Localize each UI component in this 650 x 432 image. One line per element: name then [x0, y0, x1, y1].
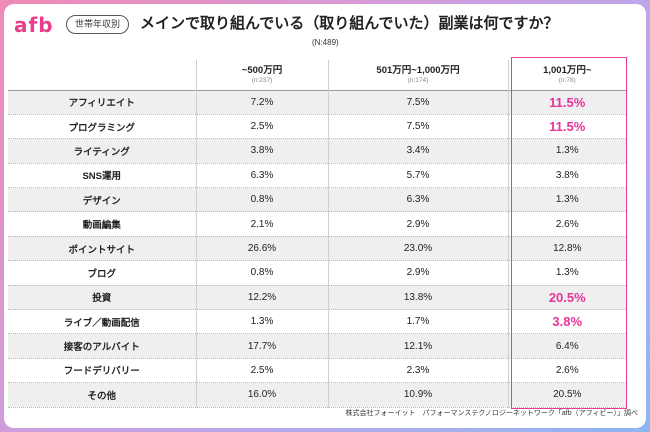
table-row: フードデリバリー 2.5% 2.3% 2.6% — [8, 358, 626, 383]
value-cell: 6.3% — [195, 163, 328, 188]
table-row: 投資 12.2% 13.8% 20.5% — [8, 285, 626, 310]
value-cell: 3.8% — [195, 138, 328, 164]
value-cell: 23.0% — [327, 236, 508, 261]
value-cell: 7.5% — [327, 114, 508, 139]
data-table: ~500万円 (n:237) 501万円~1,000万円 (n:174) 1,0… — [8, 60, 626, 408]
value-cell: 3.8% — [507, 309, 626, 334]
table-row: ライブ／動画配信 1.3% 1.7% 3.8% — [8, 309, 626, 334]
value-cell: 2.5% — [195, 114, 328, 139]
value-cell: 26.6% — [195, 236, 328, 261]
table-row: ポイントサイト 26.6% 23.0% 12.8% — [8, 236, 626, 261]
value-cell: 1.3% — [195, 309, 328, 334]
value-cell: 2.6% — [507, 358, 626, 383]
table-row: その他 16.0% 10.9% 20.5% — [8, 382, 626, 408]
table-row: ライティング 3.8% 3.4% 1.3% — [8, 138, 626, 164]
column-n: (n:78) — [558, 76, 576, 84]
header-row: ~500万円 (n:237) 501万円~1,000万円 (n:174) 1,0… — [8, 60, 626, 90]
value-cell: 1.7% — [327, 309, 508, 334]
source-note: 株式会社フォーイット パフォーマンステクノロジーネットワーク「afb（アフィビー… — [345, 410, 638, 417]
value-cell: 0.8% — [195, 260, 328, 286]
value-cell: 2.6% — [507, 211, 626, 237]
value-cell: 7.5% — [327, 90, 508, 115]
row-label: アフィリエイト — [8, 90, 196, 115]
row-label: デザイン — [8, 187, 196, 212]
value-cell: 20.5% — [507, 382, 626, 408]
value-cell: 12.2% — [195, 285, 328, 310]
table-row: SNS運用 6.3% 5.7% 3.8% — [8, 163, 626, 188]
row-label: ブログ — [87, 268, 116, 280]
value-cell: 5.7% — [327, 163, 508, 188]
row-label: その他 — [8, 382, 196, 408]
row-label: SNS運用 — [82, 171, 122, 183]
value-cell: 1.3% — [507, 138, 626, 164]
value-cell: 12.1% — [327, 333, 508, 359]
value-cell: 17.7% — [195, 333, 328, 359]
column-header: 1,001万円~ (n:78) — [507, 60, 626, 90]
chart-title: メインで取り組んでいる（取り組んでいた）副業は何ですか？ — [140, 15, 559, 32]
header-blank — [8, 60, 196, 90]
column-label: ~500万円 — [241, 64, 283, 76]
table-row: プログラミング 2.5% 7.5% 11.5% — [8, 114, 626, 139]
value-cell: 3.8% — [507, 163, 626, 188]
column-n: (n:237) — [251, 76, 273, 84]
table-row: デザイン 0.8% 6.3% 1.3% — [8, 187, 626, 212]
column-label: 1,001万円~ — [543, 64, 592, 76]
row-label: プログラミング — [68, 122, 135, 134]
value-cell: 2.1% — [195, 211, 328, 237]
value-cell: 20.5% — [507, 285, 626, 310]
table-row: アフィリエイト 7.2% 7.5% 11.5% — [8, 90, 626, 115]
column-header: ~500万円 (n:237) — [195, 60, 328, 90]
row-label: フードデリバリー — [63, 366, 140, 378]
afb-logo: afb — [14, 13, 54, 37]
column-label: 501万円~1,000万円 — [376, 64, 460, 76]
value-cell: 2.3% — [327, 358, 508, 383]
value-cell: 0.8% — [195, 187, 328, 212]
row-label: ポイントサイト — [8, 236, 196, 261]
value-cell: 6.4% — [507, 333, 626, 359]
row-label: 動画編集 — [82, 220, 121, 232]
value-cell: 2.5% — [195, 358, 328, 383]
row-label: 投資 — [8, 285, 196, 310]
table-row: ブログ 0.8% 2.9% 1.3% — [8, 260, 626, 286]
row-label: ライティング — [8, 138, 196, 164]
value-cell: 10.9% — [327, 382, 508, 408]
value-cell: 7.2% — [195, 90, 328, 115]
value-cell: 2.9% — [327, 211, 508, 237]
column-n: (n:174) — [407, 76, 429, 84]
value-cell: 16.0% — [195, 382, 328, 408]
value-cell: 6.3% — [327, 187, 508, 212]
value-cell: 3.4% — [327, 138, 508, 164]
table-row: 接客のアルバイト 17.7% 12.1% 6.4% — [8, 333, 626, 359]
column-header: 501万円~1,000万円 (n:174) — [327, 60, 508, 90]
value-cell: 13.8% — [327, 285, 508, 310]
table-row: 動画編集 2.1% 2.9% 2.6% — [8, 211, 626, 237]
value-cell: 11.5% — [507, 90, 626, 115]
value-cell: 2.9% — [327, 260, 508, 286]
value-cell: 1.3% — [507, 260, 626, 286]
row-label: ライブ／動画配信 — [63, 317, 140, 329]
value-cell: 12.8% — [507, 236, 626, 261]
row-label: 接客のアルバイト — [8, 333, 196, 359]
value-cell: 1.3% — [507, 187, 626, 212]
sample-size: (N:489) — [312, 38, 339, 47]
category-tag: 世帯年収別 — [66, 15, 130, 34]
value-cell: 11.5% — [507, 114, 626, 139]
